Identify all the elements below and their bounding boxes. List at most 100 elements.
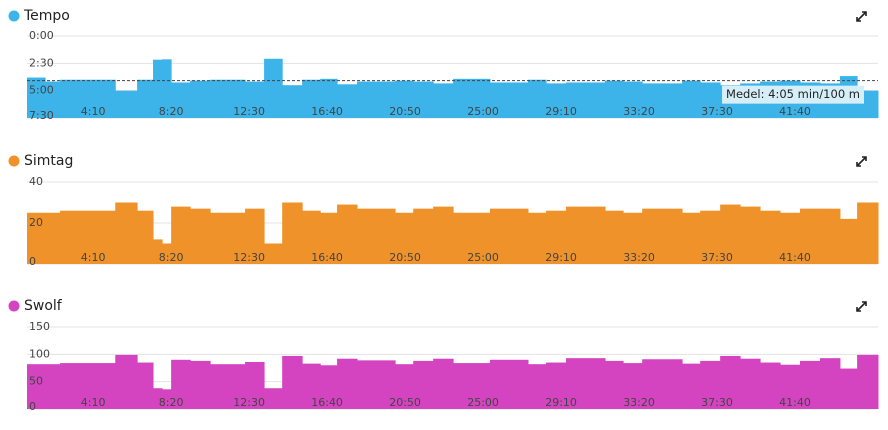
area-step [642, 83, 683, 118]
area-step [45, 212, 61, 264]
area-step [210, 212, 246, 264]
area-step [760, 210, 781, 264]
area-step [27, 212, 46, 264]
x-tick-label: 41:40 [779, 251, 811, 264]
area-step [740, 206, 761, 264]
area-step [682, 80, 701, 118]
area-step [489, 208, 529, 264]
y-tick-label: 100 [29, 347, 50, 360]
area-step [527, 364, 547, 409]
area-step [395, 212, 414, 264]
y-tick-label: 40 [29, 175, 43, 188]
area-step [566, 206, 606, 264]
x-tick-label: 20:50 [389, 251, 421, 264]
x-tick-label: 16:40 [311, 251, 343, 264]
area-step [171, 359, 191, 409]
area-step [800, 208, 821, 264]
area-step [433, 83, 454, 118]
y-tick-label: 0 [29, 255, 36, 268]
area-step [489, 359, 529, 409]
area-step [720, 355, 741, 409]
area-step [264, 388, 283, 409]
area-step [245, 208, 265, 264]
area-step [302, 363, 321, 409]
area-step [819, 358, 841, 409]
x-tick-label: 16:40 [311, 105, 343, 118]
area-step [760, 362, 781, 409]
area-step [337, 204, 358, 264]
area-step [282, 355, 303, 409]
area-step [115, 90, 138, 118]
area-step [137, 79, 154, 118]
area-step [137, 210, 154, 264]
area-step [740, 358, 761, 409]
area-step [162, 59, 172, 118]
area-step [857, 354, 879, 409]
area-step [682, 212, 701, 264]
area-step [453, 78, 491, 118]
area-step [320, 78, 338, 118]
area-step [605, 80, 624, 118]
expand-icon[interactable] [856, 11, 867, 312]
x-tick-label: 20:50 [389, 396, 421, 409]
area-step [453, 212, 491, 264]
y-tick-label: 20 [29, 216, 43, 229]
area-step [153, 239, 163, 264]
area-step [433, 206, 454, 264]
x-tick-label: 8:20 [159, 396, 184, 409]
area-step [700, 210, 721, 264]
area-step [489, 82, 529, 118]
x-tick-label: 4:10 [81, 396, 106, 409]
area-step [623, 212, 643, 264]
area-step [45, 81, 61, 118]
area-step [162, 243, 172, 264]
x-tick-label: 37:30 [701, 251, 733, 264]
x-tick-label: 41:40 [779, 105, 811, 118]
area-step [357, 208, 396, 264]
x-tick-label: 33:20 [623, 251, 655, 264]
area-step [282, 85, 303, 118]
x-tick-label: 25:00 [467, 251, 499, 264]
area-step [115, 354, 138, 409]
y-tick-label: 0:00 [29, 29, 54, 42]
average-label: Medel: 4:05 min/100 m [726, 87, 860, 101]
area-step [302, 210, 321, 264]
area-step [395, 80, 414, 118]
area-step [357, 81, 396, 118]
area-step [190, 360, 211, 409]
area-step [337, 358, 358, 409]
x-tick-label: 41:40 [779, 396, 811, 409]
area-step [60, 79, 116, 118]
area-step [433, 358, 454, 409]
area-step [153, 59, 163, 118]
area-step [623, 363, 643, 409]
y-tick-label: 0 [29, 400, 36, 413]
area-step [162, 389, 172, 409]
area-step [413, 360, 434, 409]
area-step [210, 79, 246, 118]
area-step [171, 206, 191, 264]
x-tick-label: 29:10 [545, 105, 577, 118]
area-step [153, 388, 163, 409]
area-step [720, 204, 741, 264]
area-step [115, 202, 138, 264]
area-step [780, 364, 801, 409]
area-step [282, 202, 303, 264]
area-step [566, 358, 606, 409]
chart-title: Tempo [23, 8, 70, 24]
area-step [413, 208, 434, 264]
area-step [623, 81, 643, 118]
area-step [700, 82, 721, 118]
area-step [700, 360, 721, 409]
y-tick-label: 150 [29, 320, 50, 333]
x-tick-label: 25:00 [467, 105, 499, 118]
area-step [546, 83, 567, 118]
x-tick-label: 16:40 [311, 396, 343, 409]
area-step [190, 80, 211, 118]
x-tick-label: 29:10 [545, 251, 577, 264]
area-step [245, 81, 265, 118]
area-step [60, 210, 116, 264]
x-tick-label: 12:30 [233, 251, 265, 264]
area-step [395, 364, 414, 409]
area-step [546, 210, 567, 264]
